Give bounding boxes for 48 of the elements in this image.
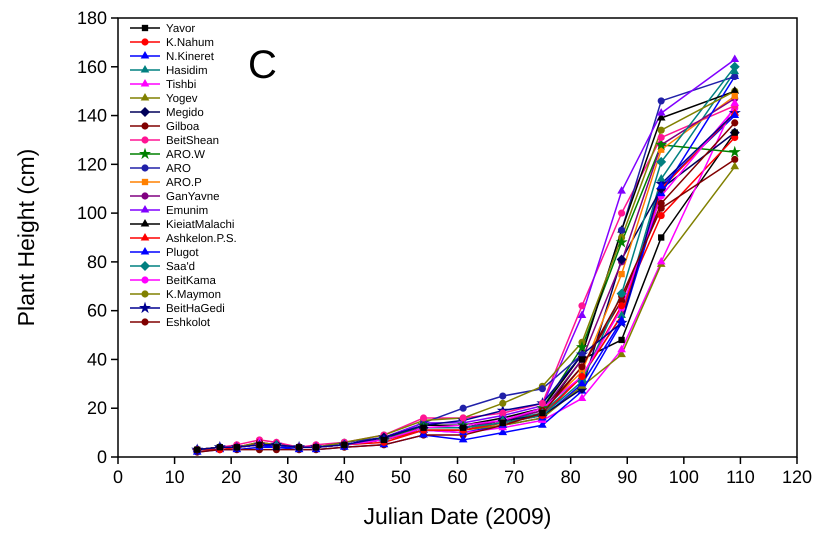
legend-label: Eshkolot [166,317,211,329]
x-tick-label: 10 [164,467,185,487]
x-tick-label: 20 [221,467,242,487]
legend-label: Yavor [166,23,196,35]
legend-label: BeitShean [166,135,220,147]
legend-label: BeitHaGedi [166,303,225,315]
legend-label: KieiatMalachi [166,219,234,231]
x-tick-label: 80 [560,467,581,487]
y-tick-label: 80 [86,252,107,272]
y-tick-label: 20 [86,398,107,418]
x-tick-label: 50 [390,467,411,487]
y-tick-label: 160 [76,56,107,77]
legend-label: Emunim [166,205,208,217]
x-tick-label: 120 [782,467,812,487]
y-tick-label: 180 [76,8,107,28]
legend-label: ARO.W [166,149,206,161]
x-tick-label: 60 [447,467,468,487]
legend-label: ARO.P [166,177,202,189]
legend-label: Hasidim [166,65,208,77]
legend-label: K.Nahum [166,37,214,49]
legend-label: Megido [166,107,204,119]
y-tick-label: 0 [96,447,107,467]
legend-label: Saa'd [166,261,196,273]
x-tick-label: 90 [617,467,638,487]
x-tick-label: 40 [334,467,354,487]
annotation: C [248,43,277,87]
legend-label: BeitKama [166,275,216,287]
x-tick-label: 100 [668,467,699,487]
y-tick-label: 120 [76,154,107,174]
legend-label: GanYavne [166,191,220,203]
legend-label: Gilboa [166,121,200,133]
y-axis-title: Plant Height (cm) [13,148,39,326]
y-tick-label: 140 [76,106,107,126]
x-tick-label: 70 [504,467,524,487]
x-tick-label: 0 [112,467,124,487]
y-tick-label: 100 [76,203,107,224]
x-tick-label: 110 [726,467,755,487]
legend-label: Plugot [166,247,200,259]
x-axis-title: Julian Date (2009) [364,503,552,529]
legend-label: Tishbi [166,79,196,91]
legend-label: ARO [166,163,191,175]
legend-label: K.Maymon [166,289,221,301]
legend-label: N.Kineret [166,51,215,63]
x-tick-label: 30 [278,467,298,487]
y-tick-label: 60 [86,300,107,321]
legend-label: Yogev [166,93,198,105]
y-tick-label: 40 [86,349,107,370]
legend-label: Ashkelon.P.S. [166,233,237,245]
